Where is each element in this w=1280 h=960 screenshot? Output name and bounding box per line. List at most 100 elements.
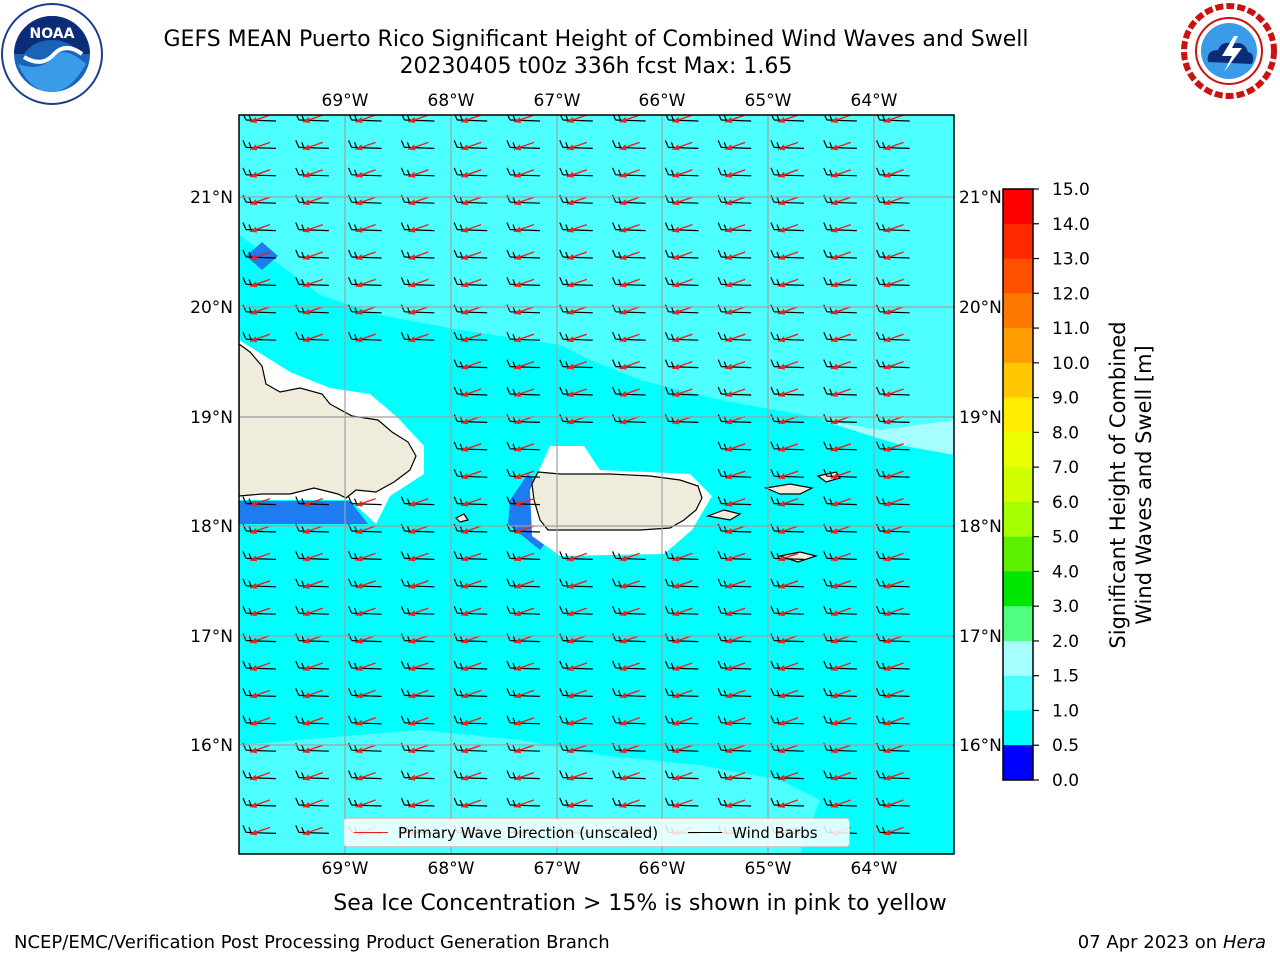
- lon-label-top-4: 65°W: [745, 91, 792, 111]
- wind-barb: [404, 146, 435, 149]
- wind-barb-feather: [242, 770, 247, 778]
- wind-barb: [457, 448, 488, 451]
- wave-direction-arrowhead: [355, 637, 363, 644]
- wind-barb-feather: [723, 470, 727, 477]
- wind-barb-feather: [664, 304, 669, 313]
- land-virgin-islands: [763, 483, 814, 495]
- wave-direction-arrowhead: [566, 719, 574, 726]
- wind-barb: [457, 420, 488, 423]
- wind-barb-feather: [295, 660, 300, 669]
- wind-barb: [245, 503, 277, 506]
- wind-barb-feather: [512, 306, 516, 313]
- wind-barb-feather: [723, 553, 727, 559]
- wind-barb-feather: [612, 578, 617, 587]
- wind-barb-feather: [612, 386, 617, 395]
- wind-barb-feather: [459, 142, 463, 148]
- wind-barb-feather: [612, 222, 617, 230]
- wind-barb: [879, 503, 910, 506]
- wind-barb-feather: [882, 580, 886, 587]
- wind-barb-feather: [770, 605, 775, 614]
- wave-direction-arrowhead: [302, 774, 310, 781]
- wind-barb-feather: [248, 580, 252, 587]
- wind-barb: [773, 612, 805, 615]
- wind-barb: [826, 557, 857, 560]
- lat-label-left-2: 19°N: [190, 408, 233, 428]
- colorbar-block-9: [1003, 501, 1033, 538]
- wind-barb-feather: [406, 169, 410, 176]
- wind-barb: [773, 503, 805, 506]
- wind-barb-feather: [770, 660, 775, 669]
- wind-barb: [615, 338, 646, 341]
- wind-barb-feather: [506, 496, 511, 504]
- wind-barb-feather: [453, 742, 458, 751]
- wave-direction-arrowhead: [302, 829, 310, 836]
- wind-barb-feather: [723, 333, 727, 340]
- wave-direction-arrowhead: [672, 336, 680, 343]
- wind-barb: [457, 229, 488, 232]
- wind-barb: [826, 146, 857, 149]
- wind-barb: [245, 831, 277, 834]
- wind-barb-feather: [771, 115, 775, 121]
- wind-barb-feather: [406, 224, 410, 230]
- wind-barb-feather: [512, 142, 516, 148]
- wind-barb-feather: [559, 304, 564, 313]
- lon-label-top-1: 68°W: [428, 91, 475, 111]
- wind-barb-feather: [829, 799, 833, 806]
- wind-barb: [351, 722, 382, 725]
- wind-barb-feather: [506, 331, 511, 340]
- wind-barb-feather: [829, 470, 833, 477]
- wave-direction-arrowhead: [566, 610, 574, 617]
- wave-direction-arrowhead: [672, 747, 680, 754]
- wave-direction-arrowhead: [514, 637, 521, 644]
- wave-direction-arrowhead: [461, 692, 469, 699]
- wave-direction-arrowhead: [408, 171, 416, 178]
- wind-barb-feather: [453, 140, 458, 148]
- wind-barb-feather: [776, 333, 780, 340]
- wind-barb: [879, 530, 910, 533]
- wind-barb-feather: [400, 304, 405, 313]
- wind-barb-feather: [242, 551, 247, 559]
- wind-barb: [773, 777, 805, 780]
- wind-barb: [668, 229, 699, 232]
- wind-barb-feather: [453, 715, 458, 724]
- wave-direction-arrowhead: [250, 692, 257, 699]
- wind-barb: [615, 283, 646, 286]
- wind-barb-feather: [400, 660, 405, 669]
- wave-direction-arrowhead: [778, 528, 785, 534]
- wind-barb-feather: [348, 249, 353, 258]
- wave-direction-arrowhead: [355, 692, 363, 699]
- wind-barb: [826, 694, 857, 697]
- wind-barb: [298, 283, 329, 286]
- wind-barb: [668, 749, 699, 752]
- wind-barb: [298, 530, 329, 533]
- colorbar-block-7: [1003, 432, 1033, 468]
- wind-barb-feather: [664, 194, 669, 203]
- wave-direction-arrowhead: [883, 665, 891, 671]
- wind-barb-feather: [453, 551, 458, 559]
- wind-barb-feather: [612, 167, 617, 176]
- axis-tick-labels: 69°W 69°W 68°W 68°W 67°W 67°W 66°W 66°W 65°W 65°W…: [190, 91, 1002, 879]
- land-puerto-rico: [531, 471, 703, 531]
- colorbar-tick-label-2: 13.0: [1052, 250, 1090, 270]
- colorbar-block-14: [1003, 675, 1033, 711]
- wind-barb-feather: [248, 333, 252, 340]
- wind-barb-feather: [406, 525, 410, 532]
- wind-barb-feather: [242, 715, 247, 724]
- wind-barb: [351, 201, 382, 204]
- wind-barb: [721, 146, 752, 149]
- wind-barb-feather: [618, 717, 622, 724]
- colorbar-tick-label-17: 0.0: [1052, 771, 1079, 791]
- wind-barb-feather: [776, 690, 780, 696]
- wind-barb-feather: [506, 441, 511, 450]
- wave-direction-arrowhead: [619, 665, 627, 671]
- wind-barb-feather: [506, 578, 511, 587]
- wind-barb-feather: [248, 799, 252, 806]
- wind-barb-feather: [348, 715, 353, 724]
- wind-barb: [826, 503, 857, 506]
- wind-barb-feather: [670, 717, 674, 724]
- wind-barb-feather: [776, 224, 780, 230]
- wind-barb: [509, 393, 541, 396]
- wave-direction-arrowhead: [355, 774, 363, 781]
- wind-barb-feather: [295, 688, 300, 696]
- wind-barb-feather: [770, 441, 775, 450]
